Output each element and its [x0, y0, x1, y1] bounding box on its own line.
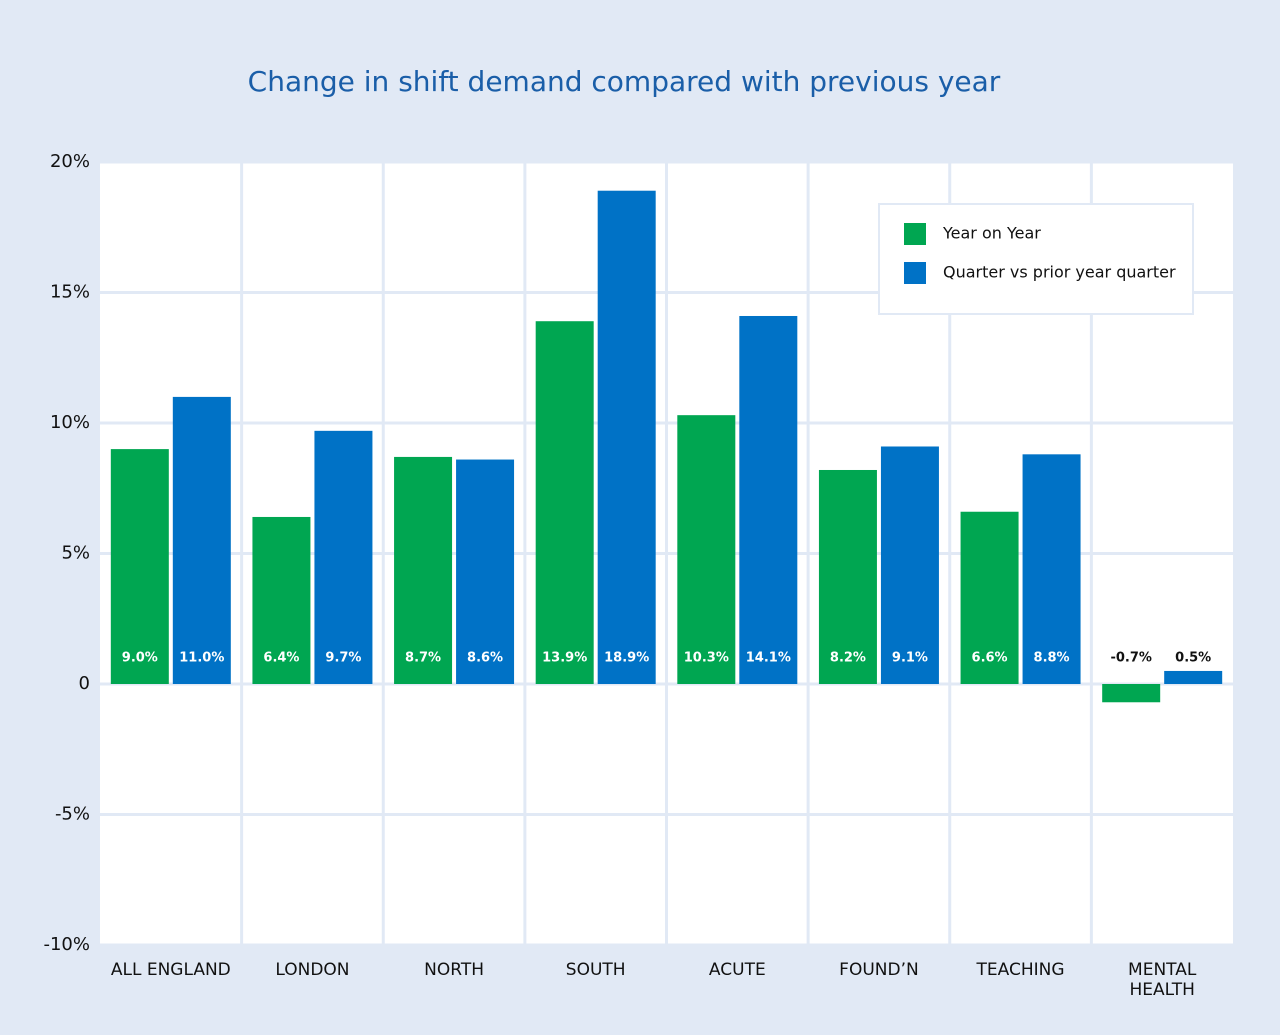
bar: [1022, 454, 1081, 684]
legend-label: Year on Year: [942, 224, 1041, 243]
data-label: 8.2%: [830, 651, 866, 666]
bar: [1102, 684, 1161, 703]
x-tick-label: LONDON: [275, 960, 350, 980]
bar: [252, 516, 311, 684]
y-tick-label: 20%: [50, 151, 90, 172]
data-label: 10.3%: [684, 651, 729, 666]
bar: [960, 511, 1019, 684]
bar: [456, 459, 515, 684]
x-tick-label: MENTAL HEALTH: [1128, 960, 1197, 1000]
bar: [535, 321, 594, 684]
bar: [677, 415, 736, 684]
y-tick-label: -5%: [55, 804, 90, 825]
bar: [172, 396, 231, 684]
data-label: 8.7%: [405, 651, 441, 666]
x-tick-label: ACUTE: [708, 960, 766, 980]
data-label: 9.1%: [892, 651, 928, 666]
data-label: 13.9%: [542, 651, 587, 666]
y-tick-label: 5%: [61, 543, 90, 564]
y-tick-label: -10%: [43, 934, 90, 955]
data-label: 6.4%: [263, 651, 299, 666]
data-label: 9.0%: [122, 651, 158, 666]
data-label: 0.5%: [1175, 651, 1211, 666]
data-label: 6.6%: [972, 651, 1008, 666]
legend-label: Quarter vs prior year quarter: [943, 263, 1176, 282]
bar: [394, 456, 453, 684]
legend-box: [878, 203, 1194, 315]
y-tick-label: 0: [79, 673, 90, 694]
data-label: 8.6%: [467, 651, 503, 666]
y-tick-label: 10%: [50, 412, 90, 433]
data-label: 8.8%: [1034, 651, 1070, 666]
data-label: 14.1%: [746, 651, 791, 666]
bar: [1164, 670, 1223, 684]
data-label: 9.7%: [325, 651, 361, 666]
data-label: 18.9%: [604, 651, 649, 666]
data-label: -0.7%: [1110, 651, 1151, 666]
bar: [597, 190, 656, 684]
x-tick-label: TEACHING: [976, 960, 1065, 980]
x-tick-label: SOUTH: [565, 960, 626, 980]
x-tick-label: ALL ENGLAND: [110, 960, 231, 980]
legend-swatch: [904, 262, 926, 284]
x-tick-label: FOUND’N: [839, 960, 919, 980]
x-tick-label: NORTH: [424, 960, 484, 980]
bar: [110, 449, 169, 684]
bar: [880, 446, 939, 684]
bar: [818, 469, 877, 684]
bar: [314, 430, 373, 684]
chart-title: Change in shift demand compared with pre…: [248, 65, 1001, 98]
y-tick-label: 15%: [50, 282, 90, 303]
legend-swatch: [904, 223, 926, 245]
data-label: 11.0%: [179, 651, 224, 666]
bar: [739, 315, 798, 684]
